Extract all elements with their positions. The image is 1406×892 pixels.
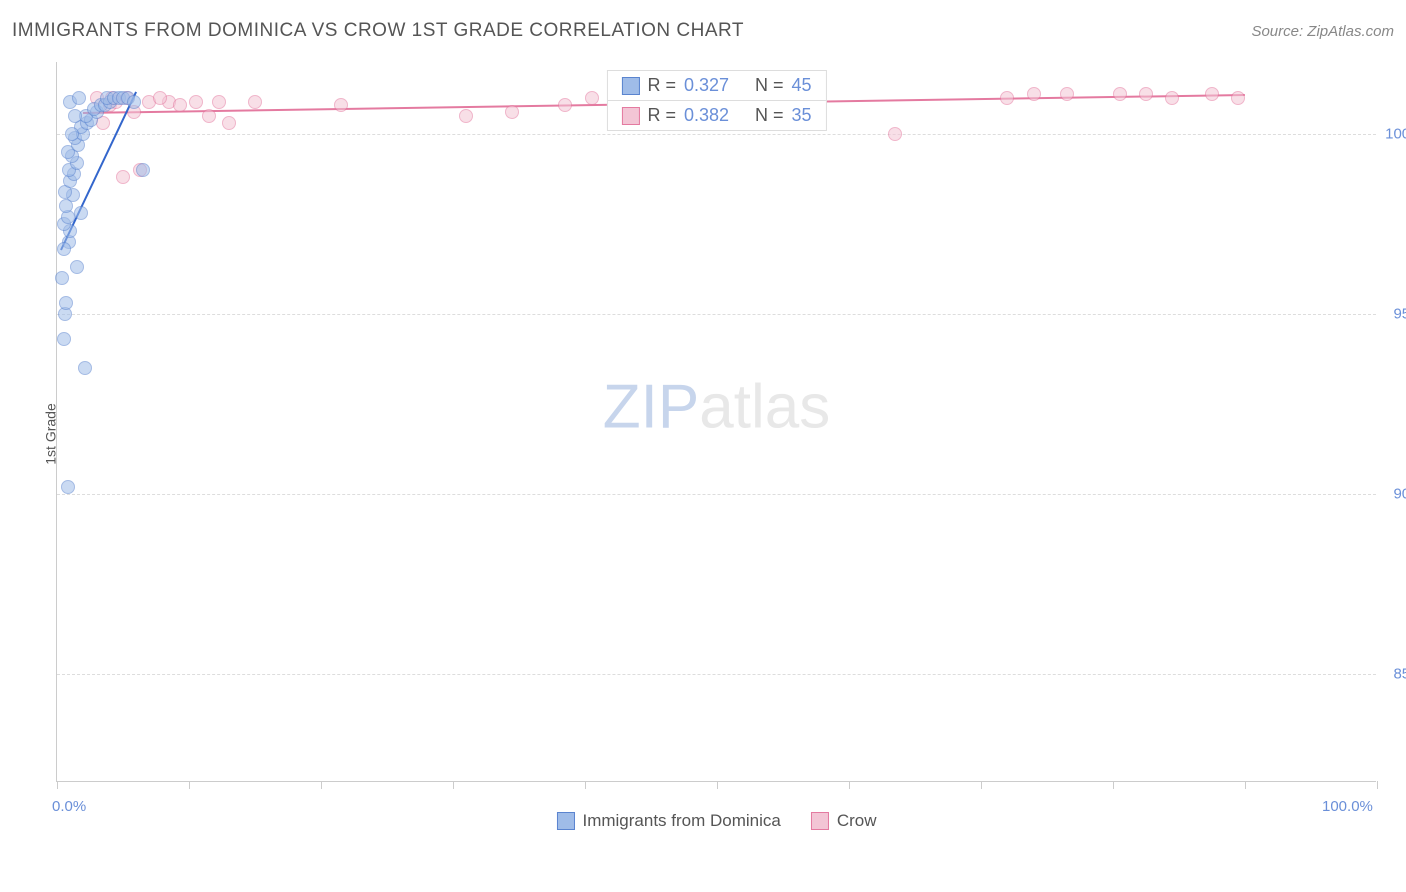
legend-swatch-icon bbox=[811, 812, 829, 830]
n-label: N = bbox=[755, 105, 784, 126]
data-point bbox=[68, 109, 82, 123]
legend-bottom: Immigrants from Dominica Crow bbox=[556, 811, 876, 831]
gridline bbox=[57, 674, 1376, 675]
r-label: R = bbox=[647, 105, 676, 126]
legend-stats-box: R = 0.327 N = 45 R = 0.382 N = 35 bbox=[606, 70, 826, 131]
data-point bbox=[72, 91, 86, 105]
data-point bbox=[153, 91, 167, 105]
x-tick bbox=[321, 781, 322, 789]
data-point bbox=[459, 109, 473, 123]
data-point bbox=[127, 95, 141, 109]
data-point bbox=[116, 170, 130, 184]
data-point bbox=[248, 95, 262, 109]
gridline bbox=[57, 494, 1376, 495]
watermark: ZIPatlas bbox=[603, 372, 830, 443]
chart-source: Source: ZipAtlas.com bbox=[1251, 23, 1394, 40]
x-tick bbox=[1245, 781, 1246, 789]
legend-swatch-icon bbox=[556, 812, 574, 830]
data-point bbox=[189, 95, 203, 109]
data-point bbox=[1113, 87, 1127, 101]
data-point bbox=[1027, 87, 1041, 101]
data-point bbox=[1165, 91, 1179, 105]
data-point bbox=[1060, 87, 1074, 101]
data-point bbox=[65, 127, 79, 141]
x-tick bbox=[453, 781, 454, 789]
data-point bbox=[59, 296, 73, 310]
data-point bbox=[212, 95, 226, 109]
data-point bbox=[1231, 91, 1245, 105]
chart-title: IMMIGRANTS FROM DOMINICA VS CROW 1ST GRA… bbox=[12, 20, 744, 42]
x-tick bbox=[717, 781, 718, 789]
legend-stats-row-2: R = 0.382 N = 35 bbox=[607, 101, 825, 130]
x-tick bbox=[849, 781, 850, 789]
data-point bbox=[74, 206, 88, 220]
data-point bbox=[505, 105, 519, 119]
data-point bbox=[57, 242, 71, 256]
data-point bbox=[1139, 87, 1153, 101]
r-value-2: 0.382 bbox=[684, 105, 729, 126]
x-tick bbox=[57, 781, 58, 789]
data-point bbox=[1205, 87, 1219, 101]
data-point bbox=[558, 98, 572, 112]
n-value-2: 35 bbox=[792, 105, 812, 126]
data-point bbox=[202, 109, 216, 123]
data-point bbox=[57, 332, 71, 346]
data-point bbox=[173, 98, 187, 112]
plot-area: ZIPatlas R = 0.327 N = 45 R = 0.382 N = … bbox=[56, 62, 1376, 782]
legend-label: Crow bbox=[837, 811, 877, 831]
data-point bbox=[888, 127, 902, 141]
y-tick-label: 90.0% bbox=[1381, 486, 1406, 503]
data-point bbox=[1000, 91, 1014, 105]
watermark-atlas: atlas bbox=[699, 373, 830, 442]
legend-item-dominica: Immigrants from Dominica bbox=[556, 811, 780, 831]
data-point bbox=[585, 91, 599, 105]
legend-swatch-crow bbox=[621, 107, 639, 125]
x-tick bbox=[585, 781, 586, 789]
legend-stats-row-1: R = 0.327 N = 45 bbox=[607, 71, 825, 101]
data-point bbox=[61, 480, 75, 494]
data-point bbox=[78, 361, 92, 375]
legend-swatch-dominica bbox=[621, 77, 639, 95]
watermark-zip: ZIP bbox=[603, 373, 699, 442]
x-tick-label: 0.0% bbox=[52, 798, 86, 815]
chart-container: 1st Grade ZIPatlas R = 0.327 N = 45 R = … bbox=[12, 54, 1392, 814]
gridline bbox=[57, 314, 1376, 315]
n-label: N = bbox=[755, 75, 784, 96]
x-tick bbox=[1113, 781, 1114, 789]
x-tick bbox=[981, 781, 982, 789]
data-point bbox=[222, 116, 236, 130]
r-label: R = bbox=[647, 75, 676, 96]
r-value-1: 0.327 bbox=[684, 75, 729, 96]
x-tick bbox=[189, 781, 190, 789]
n-value-1: 45 bbox=[792, 75, 812, 96]
gridline bbox=[57, 134, 1376, 135]
legend-item-crow: Crow bbox=[811, 811, 877, 831]
data-point bbox=[136, 163, 150, 177]
y-tick-label: 100.0% bbox=[1381, 126, 1406, 143]
y-tick-label: 95.0% bbox=[1381, 306, 1406, 323]
x-tick-label: 100.0% bbox=[1322, 798, 1373, 815]
data-point bbox=[55, 271, 69, 285]
data-point bbox=[334, 98, 348, 112]
y-tick-label: 85.0% bbox=[1381, 666, 1406, 683]
x-tick bbox=[1377, 781, 1378, 789]
data-point bbox=[70, 260, 84, 274]
chart-header: IMMIGRANTS FROM DOMINICA VS CROW 1ST GRA… bbox=[12, 12, 1394, 54]
legend-label: Immigrants from Dominica bbox=[582, 811, 780, 831]
